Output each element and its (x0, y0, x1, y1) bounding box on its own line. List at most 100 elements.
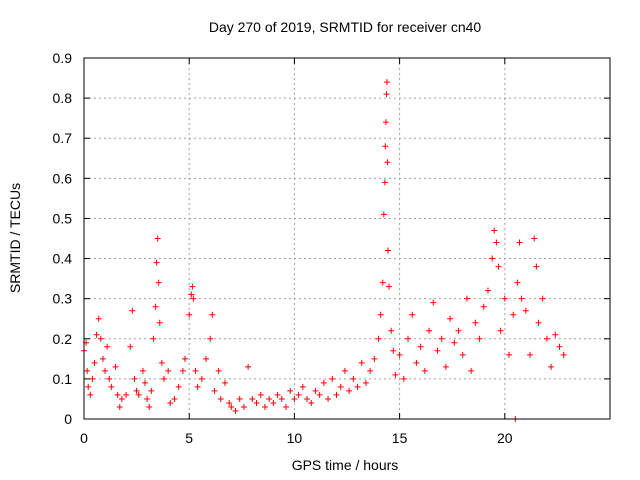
data-point (384, 159, 391, 166)
data-point (139, 367, 146, 374)
data-point (240, 403, 247, 410)
data-point (104, 343, 111, 350)
data-point (381, 179, 388, 186)
data-point (261, 403, 268, 410)
data-point (316, 391, 323, 398)
y-tick-label: 0.4 (53, 251, 73, 267)
data-point (188, 291, 195, 298)
data-point (236, 395, 243, 402)
data-point (320, 379, 327, 386)
y-tick-label: 0.7 (53, 130, 73, 146)
data-point (468, 367, 475, 374)
data-point (527, 351, 534, 358)
data-point (382, 119, 389, 126)
data-point (116, 403, 123, 410)
data-point (158, 359, 165, 366)
data-point (354, 383, 361, 390)
data-point (123, 391, 130, 398)
data-point (325, 395, 332, 402)
data-point (209, 311, 216, 318)
data-point (308, 399, 315, 406)
x-tick-label: 0 (80, 430, 88, 446)
data-point (171, 395, 178, 402)
data-point (97, 335, 104, 342)
data-point (480, 303, 487, 310)
data-point (181, 355, 188, 362)
x-tick-label: 10 (287, 430, 303, 446)
data-point (282, 403, 289, 410)
data-point (417, 343, 424, 350)
data-point (215, 367, 222, 374)
data-point (175, 383, 182, 390)
data-point (153, 259, 160, 266)
data-point (108, 383, 115, 390)
data-point (371, 355, 378, 362)
data-point (142, 379, 149, 386)
data-point (447, 315, 454, 322)
data-point (413, 359, 420, 366)
x-axis-title: GPS time / hours (292, 457, 399, 473)
data-point (287, 387, 294, 394)
data-point (438, 335, 445, 342)
data-point (93, 331, 100, 338)
data-point (186, 311, 193, 318)
data-point (459, 351, 466, 358)
data-point (514, 279, 521, 286)
data-point (146, 403, 153, 410)
data-point (501, 295, 508, 302)
data-point (489, 255, 496, 262)
data-point (160, 375, 167, 382)
x-tick-label: 20 (497, 430, 513, 446)
data-point (383, 79, 390, 86)
data-point (266, 395, 273, 402)
data-point (543, 335, 550, 342)
data-point (154, 235, 161, 242)
data-point (380, 211, 387, 218)
data-point (531, 235, 538, 242)
data-point (106, 375, 113, 382)
y-tick-label: 0.2 (53, 331, 73, 347)
chart-title: Day 270 of 2019, SRMTID for receiver cn4… (209, 19, 482, 35)
data-point (291, 395, 298, 402)
data-point (476, 335, 483, 342)
data-point (495, 263, 502, 270)
data-point (337, 383, 344, 390)
data-point (400, 375, 407, 382)
data-point (165, 367, 172, 374)
data-point (133, 387, 140, 394)
data-point (304, 395, 311, 402)
data-point (367, 367, 374, 374)
data-point (131, 375, 138, 382)
data-point (556, 343, 563, 350)
data-point (552, 331, 559, 338)
data-point (405, 335, 412, 342)
data-point (84, 367, 91, 374)
data-point (299, 383, 306, 390)
data-point (362, 379, 369, 386)
data-point (375, 335, 382, 342)
data-point (228, 403, 235, 410)
axis-ticks: 0 0.1 0.2 0.3 0.4 0.5 0.6 0.7 0.8 0.9 0 5 10 15 20 (53, 50, 610, 446)
data-point (463, 295, 470, 302)
data-point (472, 319, 479, 326)
data-point (386, 283, 393, 290)
data-point (207, 335, 214, 342)
data-point (192, 367, 199, 374)
data-point (455, 327, 462, 334)
data-point (409, 311, 416, 318)
y-tick-label: 0.9 (53, 50, 73, 66)
data-point (152, 303, 159, 310)
data-point (194, 383, 201, 390)
data-point (434, 347, 441, 354)
data-point (270, 399, 277, 406)
data-point (312, 387, 319, 394)
data-point (493, 239, 500, 246)
data-point (510, 311, 517, 318)
data-point (245, 363, 252, 370)
data-point (329, 375, 336, 382)
y-tick-label: 0.8 (53, 90, 73, 106)
data-point (346, 387, 353, 394)
y-tick-label: 0.1 (53, 371, 73, 387)
data-point (127, 343, 134, 350)
data-point (382, 143, 389, 150)
